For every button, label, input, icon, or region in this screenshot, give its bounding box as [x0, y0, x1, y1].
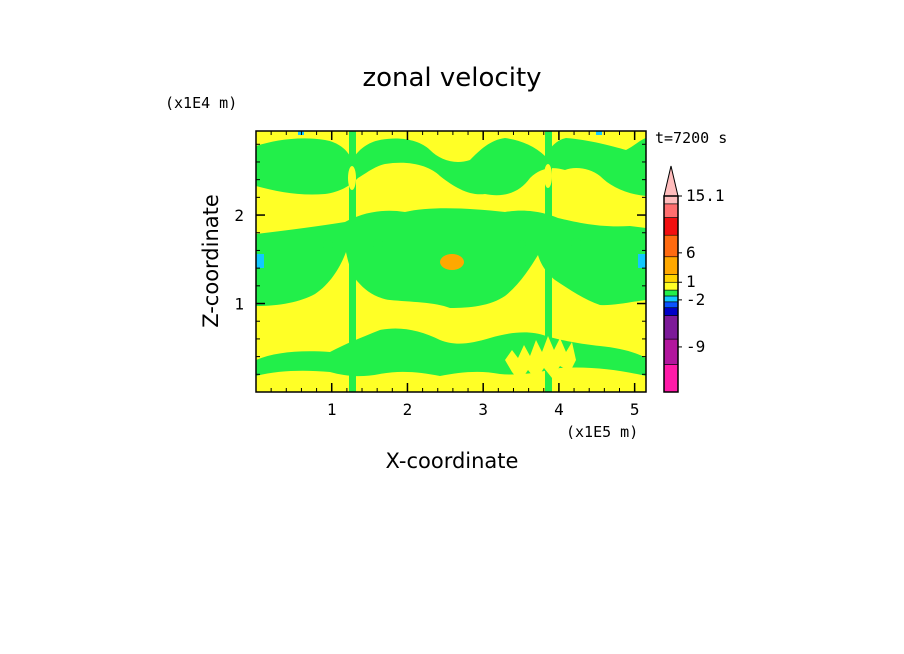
blob-green-3 [518, 240, 526, 248]
colorbar-band [663, 301, 679, 309]
x-tick-label: 5 [630, 400, 640, 419]
blob-green-5 [534, 237, 540, 243]
blob-cyan-right-edge [638, 254, 646, 268]
x-tick-label: 2 [403, 400, 413, 419]
chart-title: zonal velocity [362, 63, 541, 93]
velocity-field [256, 131, 646, 392]
colorbar-band [663, 274, 679, 283]
colorbar-band [663, 295, 679, 303]
blob-green-2 [373, 239, 383, 249]
colorbar-band [663, 289, 679, 297]
x-axis-label: X-coordinate [386, 449, 519, 473]
colorbar-label: 1 [686, 272, 696, 291]
colorbar-label: -2 [686, 290, 705, 309]
colorbar-label: 6 [686, 243, 696, 262]
colorbar-frame [663, 195, 679, 393]
x-tick-label: 1 [327, 400, 337, 419]
blob-green-1 [323, 240, 333, 250]
blob-cyan-left-edge [256, 254, 264, 268]
blob-cyan-top-right [596, 131, 602, 135]
contour-noise-patch [505, 336, 576, 382]
colorbar-band [663, 256, 679, 275]
contour-green-jet-left [349, 131, 356, 392]
blob-orange-center [440, 254, 464, 270]
colorbar-band [663, 307, 679, 316]
colorbar-label: 15.1 [686, 186, 725, 205]
y-tick-label: 2 [234, 206, 244, 225]
x-tick-label: 3 [478, 400, 488, 419]
contour-yellow-jet-right-top [544, 164, 552, 188]
contour-green-jet-right [545, 131, 552, 392]
colorbar-band [663, 203, 679, 218]
colorbar: -9 -21 6 15.1 [663, 165, 725, 393]
colorbar-band [663, 281, 679, 291]
colorbar-label: -9 [686, 337, 705, 356]
colorbar-band [663, 364, 679, 393]
y-unit-label: (x1E4 m) [165, 94, 237, 112]
y-tick-label: 1 [234, 295, 244, 314]
plot-frame [255, 130, 647, 393]
colorbar-band [663, 315, 679, 340]
y-axis-label: Z-coordinate [199, 194, 223, 328]
colorbar-band [663, 217, 679, 236]
blob-green-4 [571, 238, 581, 248]
x-tick-label: 4 [554, 400, 564, 419]
x-unit-label: (x1E5 m) [566, 423, 638, 441]
colorbar-band [663, 195, 679, 205]
contour-yellow-jet-left-top [348, 166, 356, 190]
colorbar-extend-triangle [663, 165, 679, 197]
axes: 1 2 3 4 5 1 2 [234, 131, 646, 419]
colorbar-band [663, 338, 679, 365]
colorbar-band [663, 234, 679, 258]
time-label: t=7200 s [655, 129, 727, 147]
